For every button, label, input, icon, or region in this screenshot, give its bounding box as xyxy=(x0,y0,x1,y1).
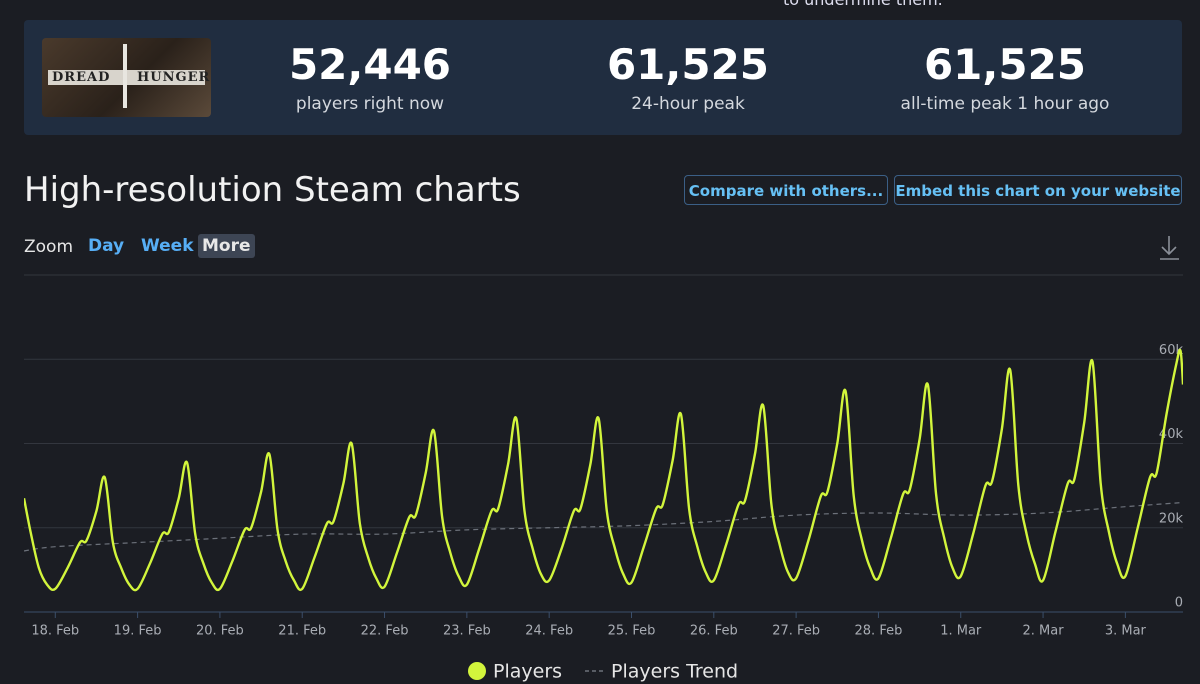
x-tick-label: 3. Mar xyxy=(1105,624,1147,639)
x-tick-label: 24. Feb xyxy=(525,624,573,639)
section-title: High-resolution Steam charts xyxy=(24,170,521,210)
series-line xyxy=(24,501,1183,552)
zoom-option[interactable]: More xyxy=(198,234,255,258)
x-tick-label: 18. Feb xyxy=(31,624,79,639)
x-tick-label: 20. Feb xyxy=(196,624,244,639)
stat-value: 52,446 xyxy=(288,40,452,89)
y-tick-label: 0 xyxy=(1175,596,1183,611)
compare-button[interactable]: Compare with others... xyxy=(684,175,888,205)
zoom-option[interactable]: Day xyxy=(88,236,125,256)
legend-label[interactable]: Players xyxy=(493,661,562,683)
stat-value: 61,525 xyxy=(923,40,1087,89)
x-tick-label: 25. Feb xyxy=(608,624,656,639)
download-icon[interactable] xyxy=(1160,236,1179,260)
top-text: to undermine them. xyxy=(783,0,943,9)
x-tick-label: 27. Feb xyxy=(772,624,820,639)
x-tick-label: 23. Feb xyxy=(443,624,491,639)
y-tick-label: 20k xyxy=(1159,511,1184,526)
logo-anchor xyxy=(123,44,127,108)
zoom-option[interactable]: Week xyxy=(141,236,194,256)
game-logo[interactable]: DREAD HUNGER xyxy=(42,38,211,117)
embed-button[interactable]: Embed this chart on your website xyxy=(894,175,1182,205)
x-tick-label: 21. Feb xyxy=(278,624,326,639)
series-line xyxy=(24,348,1183,592)
plot-area xyxy=(24,348,1183,592)
x-tick-label: 19. Feb xyxy=(114,624,162,639)
zoom-label: Zoom xyxy=(24,237,74,257)
stat-label: 24-hour peak xyxy=(631,94,745,114)
x-tick-label: 26. Feb xyxy=(690,624,738,639)
stat-value: 61,525 xyxy=(606,40,770,89)
x-tick-label: 1. Mar xyxy=(940,624,982,639)
legend-swatch xyxy=(468,662,486,680)
stat-label: all-time peak 1 hour ago xyxy=(900,94,1110,114)
x-tick-label: 2. Mar xyxy=(1023,624,1065,639)
y-tick-label: 40k xyxy=(1159,427,1184,442)
x-tick-label: 22. Feb xyxy=(361,624,409,639)
stat-label: players right now xyxy=(295,94,445,114)
logo-word: DREAD xyxy=(52,70,111,85)
header-panel: DREAD HUNGER xyxy=(24,20,1182,135)
x-tick-label: 28. Feb xyxy=(855,624,903,639)
logo-word: HUNGER xyxy=(137,70,211,85)
legend-label[interactable]: Players Trend xyxy=(611,661,738,683)
